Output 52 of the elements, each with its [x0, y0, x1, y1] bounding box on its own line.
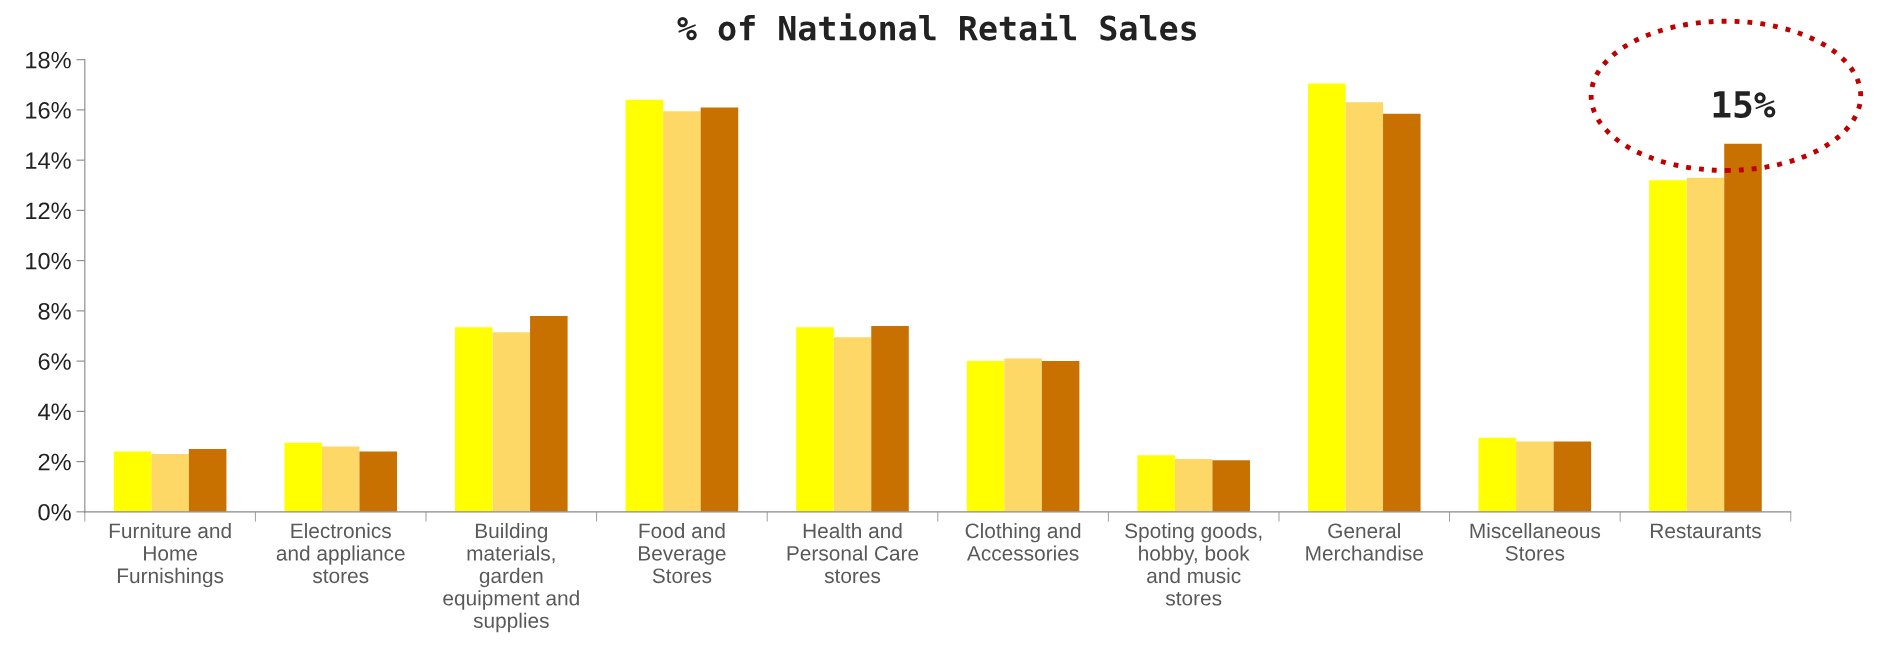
- bar: [1649, 180, 1687, 512]
- bar: [1137, 455, 1175, 512]
- y-tick-label: 16%: [26, 101, 71, 119]
- bar: [871, 325, 909, 512]
- x-tick-label: General Merchandise: [1306, 522, 1423, 561]
- x-tick-label: Clothing and Accessories: [965, 522, 1081, 561]
- bar: [700, 107, 739, 512]
- bar: [1516, 441, 1554, 512]
- x-tick-label: Health and Personal Care stores: [787, 522, 919, 584]
- chart-title: % of National Retail Sales: [677, 13, 1196, 41]
- annotation: 15%: [1713, 91, 1776, 119]
- bar: [113, 451, 152, 512]
- bar: [1383, 113, 1421, 512]
- y-tick-label: 18%: [26, 51, 71, 69]
- bar: [796, 327, 834, 512]
- x-tick-label: Spoting goods, hobby, book and music stores: [1125, 522, 1262, 606]
- y-tick-label: 14%: [26, 152, 71, 169]
- y-tick-label: 12%: [26, 202, 71, 220]
- y-tick-label: 0%: [38, 503, 71, 521]
- x-tick-label: Furniture and Home Furnishings: [109, 522, 231, 588]
- bar: [359, 451, 398, 512]
- bar: [1212, 460, 1250, 512]
- bar: [188, 449, 227, 512]
- bar: [1553, 441, 1592, 512]
- bar: [1307, 83, 1346, 512]
- y-tick-label: 10%: [26, 252, 71, 270]
- bar: [966, 361, 1005, 512]
- bar: [663, 111, 701, 512]
- bar: [1345, 102, 1384, 512]
- bar: [284, 442, 322, 512]
- bar: [1004, 358, 1042, 512]
- x-tick-label: Food and Beverage Stores: [639, 522, 726, 584]
- bar: [625, 99, 664, 512]
- bar: [151, 454, 189, 512]
- bar: [321, 446, 360, 512]
- x-tick-label: Electronics and appliance stores: [276, 522, 405, 584]
- bar: [1724, 143, 1762, 512]
- y-tick-label: 6%: [38, 353, 71, 370]
- bar: [1174, 459, 1213, 512]
- x-tick-label: Miscellaneous Stores: [1470, 522, 1601, 561]
- y-tick-label: 4%: [38, 403, 71, 421]
- x-tick-label: Building materials, garden equipment and supplies: [443, 522, 579, 633]
- bar: [530, 315, 568, 512]
- x-tick-label: Restaurants: [1651, 523, 1761, 539]
- bar: [1478, 437, 1517, 512]
- y-tick-label: 2%: [38, 453, 71, 471]
- bar: [455, 327, 493, 512]
- bar: [1041, 361, 1080, 512]
- bar: [1686, 177, 1725, 512]
- bar: [833, 337, 872, 512]
- bar: [492, 332, 531, 512]
- y-tick-label: 8%: [38, 302, 71, 320]
